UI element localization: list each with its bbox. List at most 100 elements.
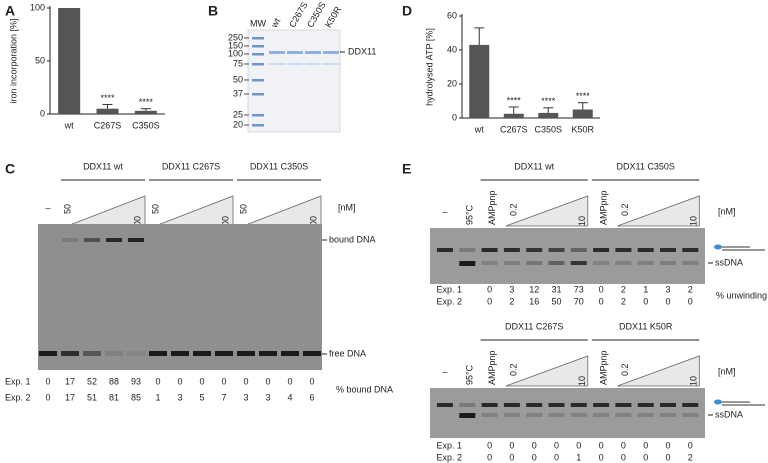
ladder-label: 37 — [233, 88, 243, 98]
duplex-band — [637, 403, 654, 407]
value-cell: 17 — [65, 392, 75, 402]
ss-band — [660, 413, 676, 417]
free-band — [171, 351, 189, 356]
value-cell: 1 — [643, 284, 648, 294]
value-cell: 5 — [199, 392, 204, 402]
duplex-band — [637, 248, 654, 252]
value-cell: 0 — [599, 284, 604, 294]
panel-label: D — [402, 3, 412, 19]
duplex-band — [503, 403, 520, 407]
titration-label: 10 — [577, 216, 587, 226]
ladder-label: 50 — [233, 74, 243, 84]
value-cell: 12 — [529, 284, 539, 294]
lane-label: K50R — [323, 4, 343, 29]
bar — [503, 113, 524, 118]
value-cell: 0 — [599, 452, 604, 462]
duplex-band — [459, 248, 476, 252]
y-tick-label: 60 — [447, 10, 457, 20]
lane-label: – — [442, 206, 447, 216]
value-cell: 0 — [688, 440, 693, 450]
significance: **** — [100, 93, 115, 103]
titration-label: 0.2 — [620, 363, 630, 376]
titration-label: 0.2 — [620, 203, 630, 216]
value-cell: 0 — [665, 296, 670, 306]
value-cell: 52 — [87, 376, 97, 386]
row-label: Exp. 2 — [5, 392, 31, 402]
value-cell: 0 — [509, 452, 514, 462]
duplex-band — [503, 248, 520, 252]
ss-band — [615, 261, 632, 265]
duplex-icon — [714, 244, 722, 250]
ladder-band — [252, 45, 264, 48]
y-tick-label: 0 — [40, 108, 45, 118]
group-label: DDX11 C350S — [250, 161, 308, 171]
value-cell: 0 — [688, 296, 693, 306]
free-band — [149, 351, 167, 356]
protein-band — [323, 51, 339, 54]
ss-band — [459, 261, 476, 266]
row-label: Exp. 1 — [5, 376, 31, 386]
ss-band — [682, 261, 699, 265]
y-tick-label: 20 — [447, 78, 457, 88]
row-label: Exp. 1 — [436, 284, 462, 294]
value-cell: 0 — [487, 440, 492, 450]
ss-band — [548, 413, 565, 417]
ladder-band — [252, 37, 264, 40]
duplex-band — [615, 403, 632, 407]
titration-label: 50 — [150, 204, 160, 214]
duplex-band — [437, 248, 453, 252]
value-cell: 0 — [487, 296, 492, 306]
value-cell: 2 — [621, 284, 626, 294]
value-cell: 0 — [199, 376, 204, 386]
free-band — [215, 351, 233, 356]
unit-label: [nM] — [338, 202, 356, 212]
ss-band — [481, 413, 498, 417]
value-cell: 73 — [574, 284, 584, 294]
unit-label: [nM] — [718, 366, 736, 376]
ss-band — [503, 413, 520, 417]
value-cell: 2 — [509, 296, 514, 306]
value-cell: 0 — [177, 376, 182, 386]
value-cell: 3 — [665, 284, 670, 294]
duplex-band — [437, 403, 453, 407]
group-label: DDX11 K50R — [619, 321, 673, 331]
band-label: free DNA — [329, 348, 366, 358]
ss-band — [459, 413, 476, 418]
ladder-band — [252, 53, 264, 56]
band-label: ssDNA — [715, 257, 743, 267]
value-cell: 3 — [509, 284, 514, 294]
value-cell: 0 — [621, 452, 626, 462]
lane-label: 95°C — [465, 204, 475, 225]
value-cell: 17 — [65, 376, 75, 386]
titration-wedge — [505, 195, 589, 227]
value-cell: 81 — [109, 392, 119, 402]
bound-band — [62, 238, 78, 242]
bar — [58, 8, 81, 114]
ss-band — [570, 261, 587, 265]
ladder-band — [252, 93, 264, 96]
free-band — [193, 351, 211, 356]
significance: **** — [139, 97, 154, 107]
protein-band — [323, 63, 339, 65]
duplex-band — [593, 248, 610, 252]
gel — [430, 228, 705, 284]
x-tick-label: K50R — [571, 124, 594, 134]
titration-label: 10 — [689, 376, 699, 386]
bar — [96, 108, 119, 114]
value-cell: 0 — [643, 296, 648, 306]
bar — [469, 44, 490, 118]
titration-wedge — [617, 195, 700, 227]
group-label: DDX11 C267S — [505, 321, 563, 331]
x-tick-label: C350S — [132, 120, 160, 130]
value-cell: 1 — [155, 392, 160, 402]
panel-label: A — [5, 3, 15, 19]
y-axis-label: hydrolysed ATP [%] — [424, 28, 434, 106]
lane-label: – — [442, 366, 447, 376]
titration-wedge — [505, 355, 589, 387]
x-tick-label: C267S — [94, 120, 122, 130]
group-label: DDX11 C267S — [162, 161, 220, 171]
ss-band — [526, 413, 543, 417]
protein-band — [287, 63, 303, 65]
value-cell: 0 — [487, 452, 492, 462]
